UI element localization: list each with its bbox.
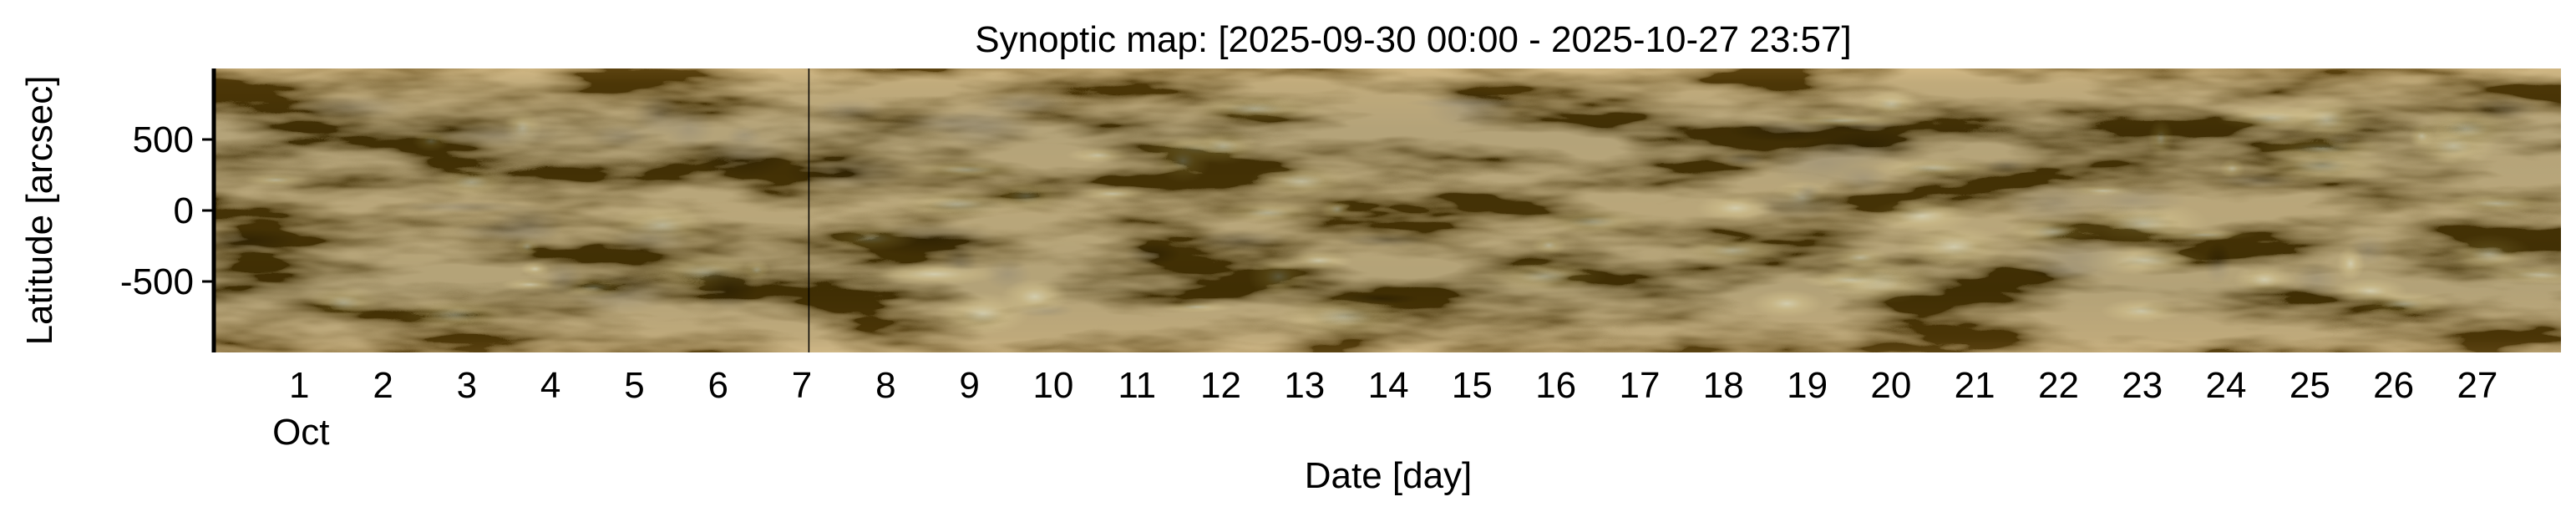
x-tick-label: 3: [457, 365, 477, 406]
chart-title: Synoptic map: [2025-09-30 00:00 - 2025-1…: [975, 19, 1851, 60]
x-axis: 1 2 3 4 5 6 7 8 9 10 11 12 13 14 15 16 17 18 19 20 21 22 23 24 2…: [289, 365, 2497, 406]
x-tick-label: 6: [708, 365, 728, 406]
x-tick-label: 10: [1032, 365, 1073, 406]
y-tick-label: -500: [120, 261, 194, 302]
x-tick-label: 19: [1787, 365, 1828, 406]
x-tick-label: 13: [1284, 365, 1325, 406]
x-tick-label: 2: [373, 365, 393, 406]
x-axis-month-label: Oct: [272, 412, 329, 453]
y-tick-label: 0: [174, 190, 194, 231]
x-tick-label: 14: [1368, 365, 1409, 406]
x-axis-label: Date [day]: [1305, 455, 1473, 496]
x-tick-label: 23: [2122, 365, 2163, 406]
y-axis: -500 0 500: [120, 119, 214, 302]
x-tick-label: 11: [1118, 365, 1156, 406]
x-tick-label: 5: [624, 365, 644, 406]
x-tick-label: 7: [792, 365, 812, 406]
plot-area: [216, 68, 2561, 352]
x-tick-label: 12: [1200, 365, 1241, 406]
x-tick-label: 25: [2289, 365, 2330, 406]
x-tick-label: 4: [540, 365, 560, 406]
x-tick-label: 24: [2206, 365, 2247, 406]
y-tick-label: 500: [133, 119, 194, 160]
x-tick-label: 22: [2038, 365, 2079, 406]
x-tick-label: 27: [2457, 365, 2497, 406]
x-tick-label: 15: [1452, 365, 1493, 406]
x-tick-label: 21: [1955, 365, 1995, 406]
x-tick-label: 16: [1535, 365, 1576, 406]
x-tick-label: 9: [959, 365, 979, 406]
x-tick-label: 20: [1870, 365, 1911, 406]
x-tick-label: 8: [875, 365, 895, 406]
x-tick-label: 26: [2373, 365, 2414, 406]
x-tick-label: 17: [1620, 365, 1661, 406]
x-tick-label: 18: [1703, 365, 1744, 406]
heatmap-texture: [216, 68, 2561, 352]
y-axis-label: Latitude [arcsec]: [19, 76, 60, 346]
x-tick-label: 1: [289, 365, 309, 406]
